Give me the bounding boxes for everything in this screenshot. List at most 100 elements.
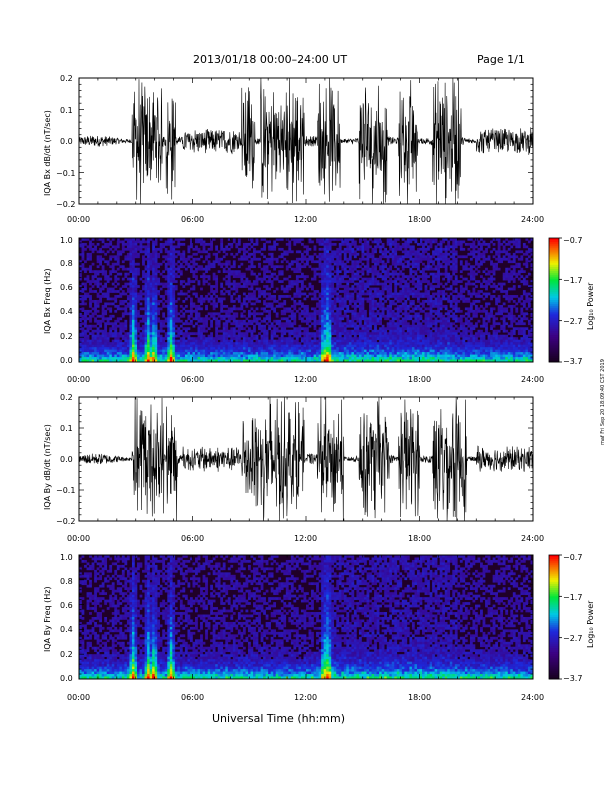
heatmap-cell	[101, 270, 105, 274]
heatmap-cell	[147, 304, 150, 308]
heatmap-cell	[369, 349, 372, 353]
heatmap-cell	[321, 240, 324, 244]
heatmap-cell	[142, 240, 145, 244]
heatmap-cell	[358, 334, 362, 338]
heatmap-cell	[379, 332, 382, 336]
heatmap-cell	[422, 334, 425, 338]
heatmap-cell	[331, 285, 335, 288]
heatmap-cell	[394, 324, 398, 328]
heatmap-cell	[298, 287, 302, 291]
heatmap-cell	[217, 349, 221, 353]
heatmap-cell	[172, 304, 176, 308]
heatmap-cell	[205, 357, 208, 360]
heatmap-cell	[268, 319, 271, 323]
heatmap-cell	[346, 344, 350, 348]
heatmap-cell	[379, 238, 382, 241]
heatmap-cell	[167, 337, 171, 340]
heatmap-cell	[215, 277, 219, 281]
heatmap-cell	[283, 300, 287, 303]
heatmap-cell	[250, 292, 254, 296]
heatmap-cell	[416, 339, 420, 343]
heatmap-cell	[295, 354, 299, 358]
heatmap-cell	[409, 357, 413, 360]
heatmap-cell	[384, 272, 388, 276]
heatmap-cell	[162, 302, 166, 306]
heatmap-cell	[172, 265, 176, 269]
heatmap-cell	[419, 342, 423, 345]
heatmap-cell	[376, 240, 380, 244]
heatmap-cell	[323, 307, 327, 311]
heatmap-cell	[144, 347, 148, 350]
heatmap-cell	[290, 337, 294, 340]
heatmap-cell	[167, 319, 171, 323]
heatmap-cell	[306, 260, 309, 264]
heatmap-cell	[179, 359, 183, 363]
heatmap-cell	[308, 255, 312, 259]
heatmap-cell	[424, 347, 428, 350]
heatmap-cell	[215, 304, 219, 308]
heatmap-cell	[137, 238, 140, 241]
heatmap-cell	[321, 339, 324, 343]
heatmap-cell	[210, 287, 213, 291]
heatmap-cell	[179, 272, 183, 276]
heatmap-cell	[316, 312, 319, 316]
heatmap-cell	[361, 252, 365, 256]
heatmap-cell	[278, 324, 282, 328]
heatmap-cell	[116, 337, 120, 340]
heatmap-cell	[381, 314, 385, 318]
heatmap-cell	[338, 277, 342, 281]
heatmap-cell	[371, 329, 375, 333]
heatmap-cell	[346, 250, 350, 254]
heatmap-cell	[356, 324, 360, 328]
heatmap-cell	[278, 349, 282, 353]
heatmap-cell	[144, 267, 148, 271]
heatmap-cell	[371, 275, 375, 278]
heatmap-cell	[255, 359, 259, 363]
heatmap-cell	[164, 352, 168, 355]
heatmap-cell	[129, 302, 133, 306]
heatmap-cell	[278, 272, 282, 276]
heatmap-cell	[386, 307, 390, 311]
heatmap-cell	[192, 317, 196, 321]
heatmap-cell	[318, 267, 322, 271]
heatmap-cell	[389, 255, 393, 259]
heatmap-cell	[419, 347, 423, 350]
heatmap-cell	[394, 250, 398, 254]
heatmap-cell	[333, 344, 337, 348]
heatmap-cell	[422, 250, 425, 254]
heatmap-cell	[419, 240, 423, 244]
heatmap-cell	[111, 339, 115, 343]
heatmap-cell	[81, 317, 85, 321]
heatmap-cell	[104, 275, 108, 278]
heatmap-cell	[187, 357, 191, 360]
heatmap-cell	[139, 240, 143, 244]
heatmap-cell	[124, 238, 128, 241]
heatmap-cell	[361, 344, 365, 348]
heatmap-cell	[278, 319, 282, 323]
heatmap-cell	[270, 322, 274, 326]
heatmap-cell	[311, 314, 314, 318]
heatmap-cell	[197, 250, 201, 254]
heatmap-cell	[230, 339, 234, 343]
heatmap-cell	[202, 319, 206, 323]
heatmap-cell	[250, 359, 254, 363]
heatmap-cell	[210, 324, 213, 328]
heatmap-cell	[379, 339, 382, 343]
heatmap-cell	[164, 354, 168, 358]
heatmap-cell	[328, 352, 332, 355]
heatmap-cell	[409, 327, 413, 331]
heatmap-cell	[386, 270, 390, 274]
heatmap-cell	[298, 347, 302, 350]
heatmap-cell	[298, 342, 302, 345]
heatmap-cell	[152, 282, 155, 286]
heatmap-cell	[169, 352, 173, 355]
heatmap-cell	[424, 280, 428, 283]
heatmap-cell	[328, 322, 332, 326]
heatmap-cell	[326, 332, 329, 336]
heatmap-cell	[341, 352, 345, 355]
heatmap-cell	[79, 324, 82, 328]
heatmap-cell	[406, 334, 410, 338]
heatmap-cell	[189, 312, 193, 316]
heatmap-cell	[419, 255, 423, 259]
heatmap-cell	[358, 238, 362, 241]
